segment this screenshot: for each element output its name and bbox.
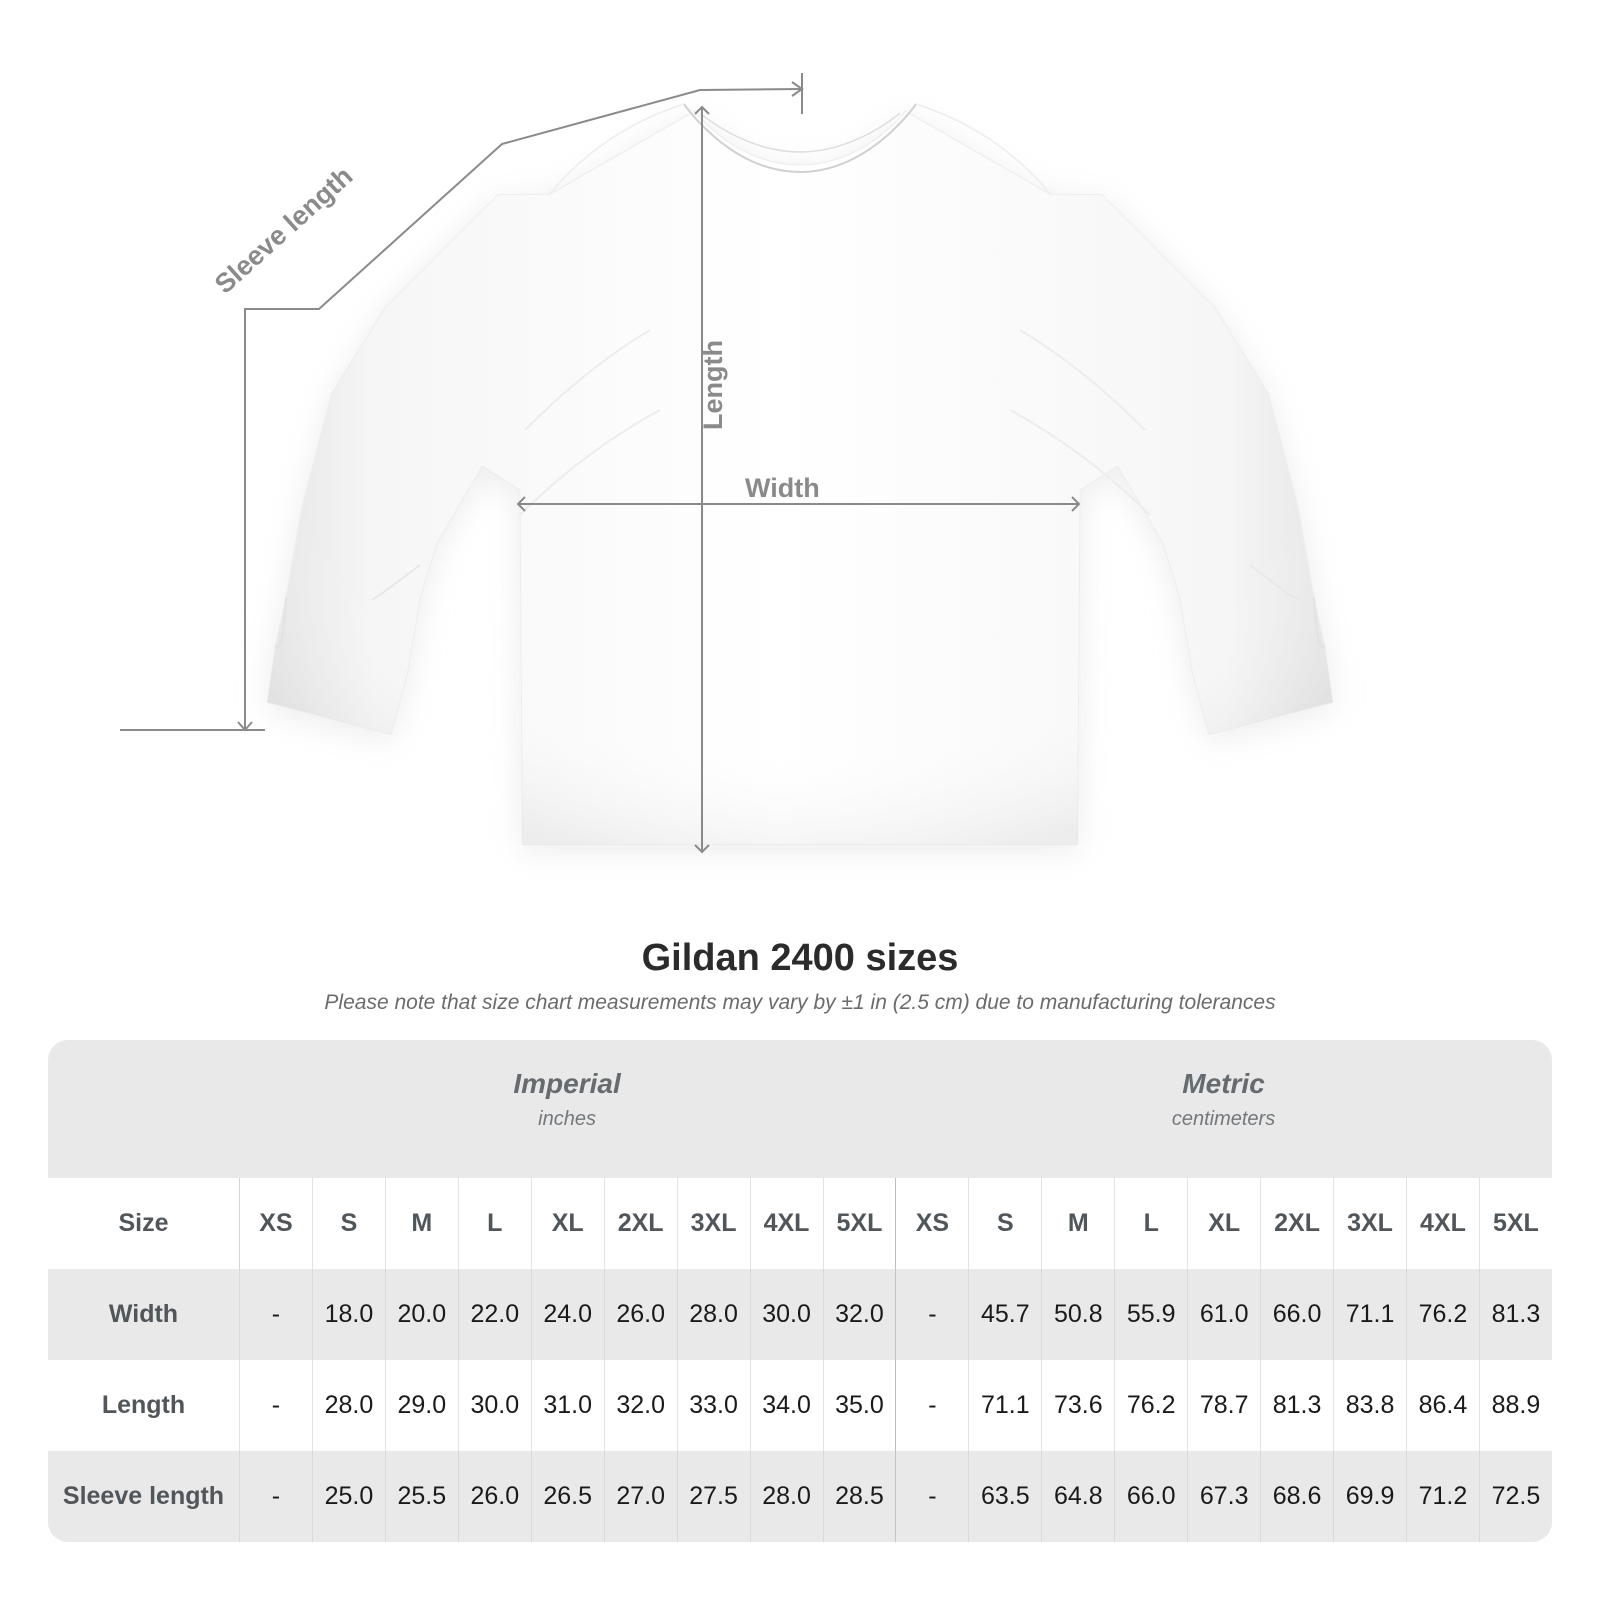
svg-text:Length: Length [698, 340, 728, 430]
svg-text:Sleeve length: Sleeve length [209, 161, 358, 300]
svg-text:Width: Width [745, 473, 820, 503]
